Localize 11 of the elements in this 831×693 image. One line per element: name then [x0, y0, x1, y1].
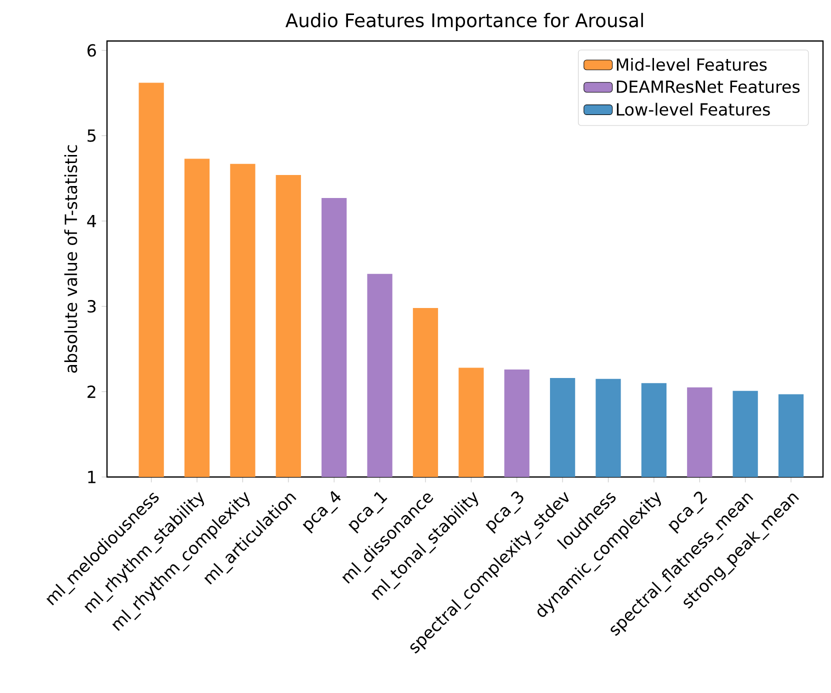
y-tick-label: 6	[88, 44, 96, 57]
legend-label: DEAMResNet Features	[616, 80, 800, 94]
y-tick-label: 5	[88, 130, 96, 142]
chart-title: Audio Features Importance for Arousal	[285, 12, 643, 31]
y-tick-label: 3	[88, 300, 96, 313]
legend-label: Mid-level Features	[616, 58, 767, 71]
y-tick-label: 2	[88, 385, 96, 398]
y-tick-label: 1	[88, 470, 96, 484]
legend-label: Low-level Features	[616, 102, 770, 116]
y-axis-title: absolute value of T-statistic	[64, 145, 78, 373]
y-tick-label: 4	[87, 214, 96, 228]
